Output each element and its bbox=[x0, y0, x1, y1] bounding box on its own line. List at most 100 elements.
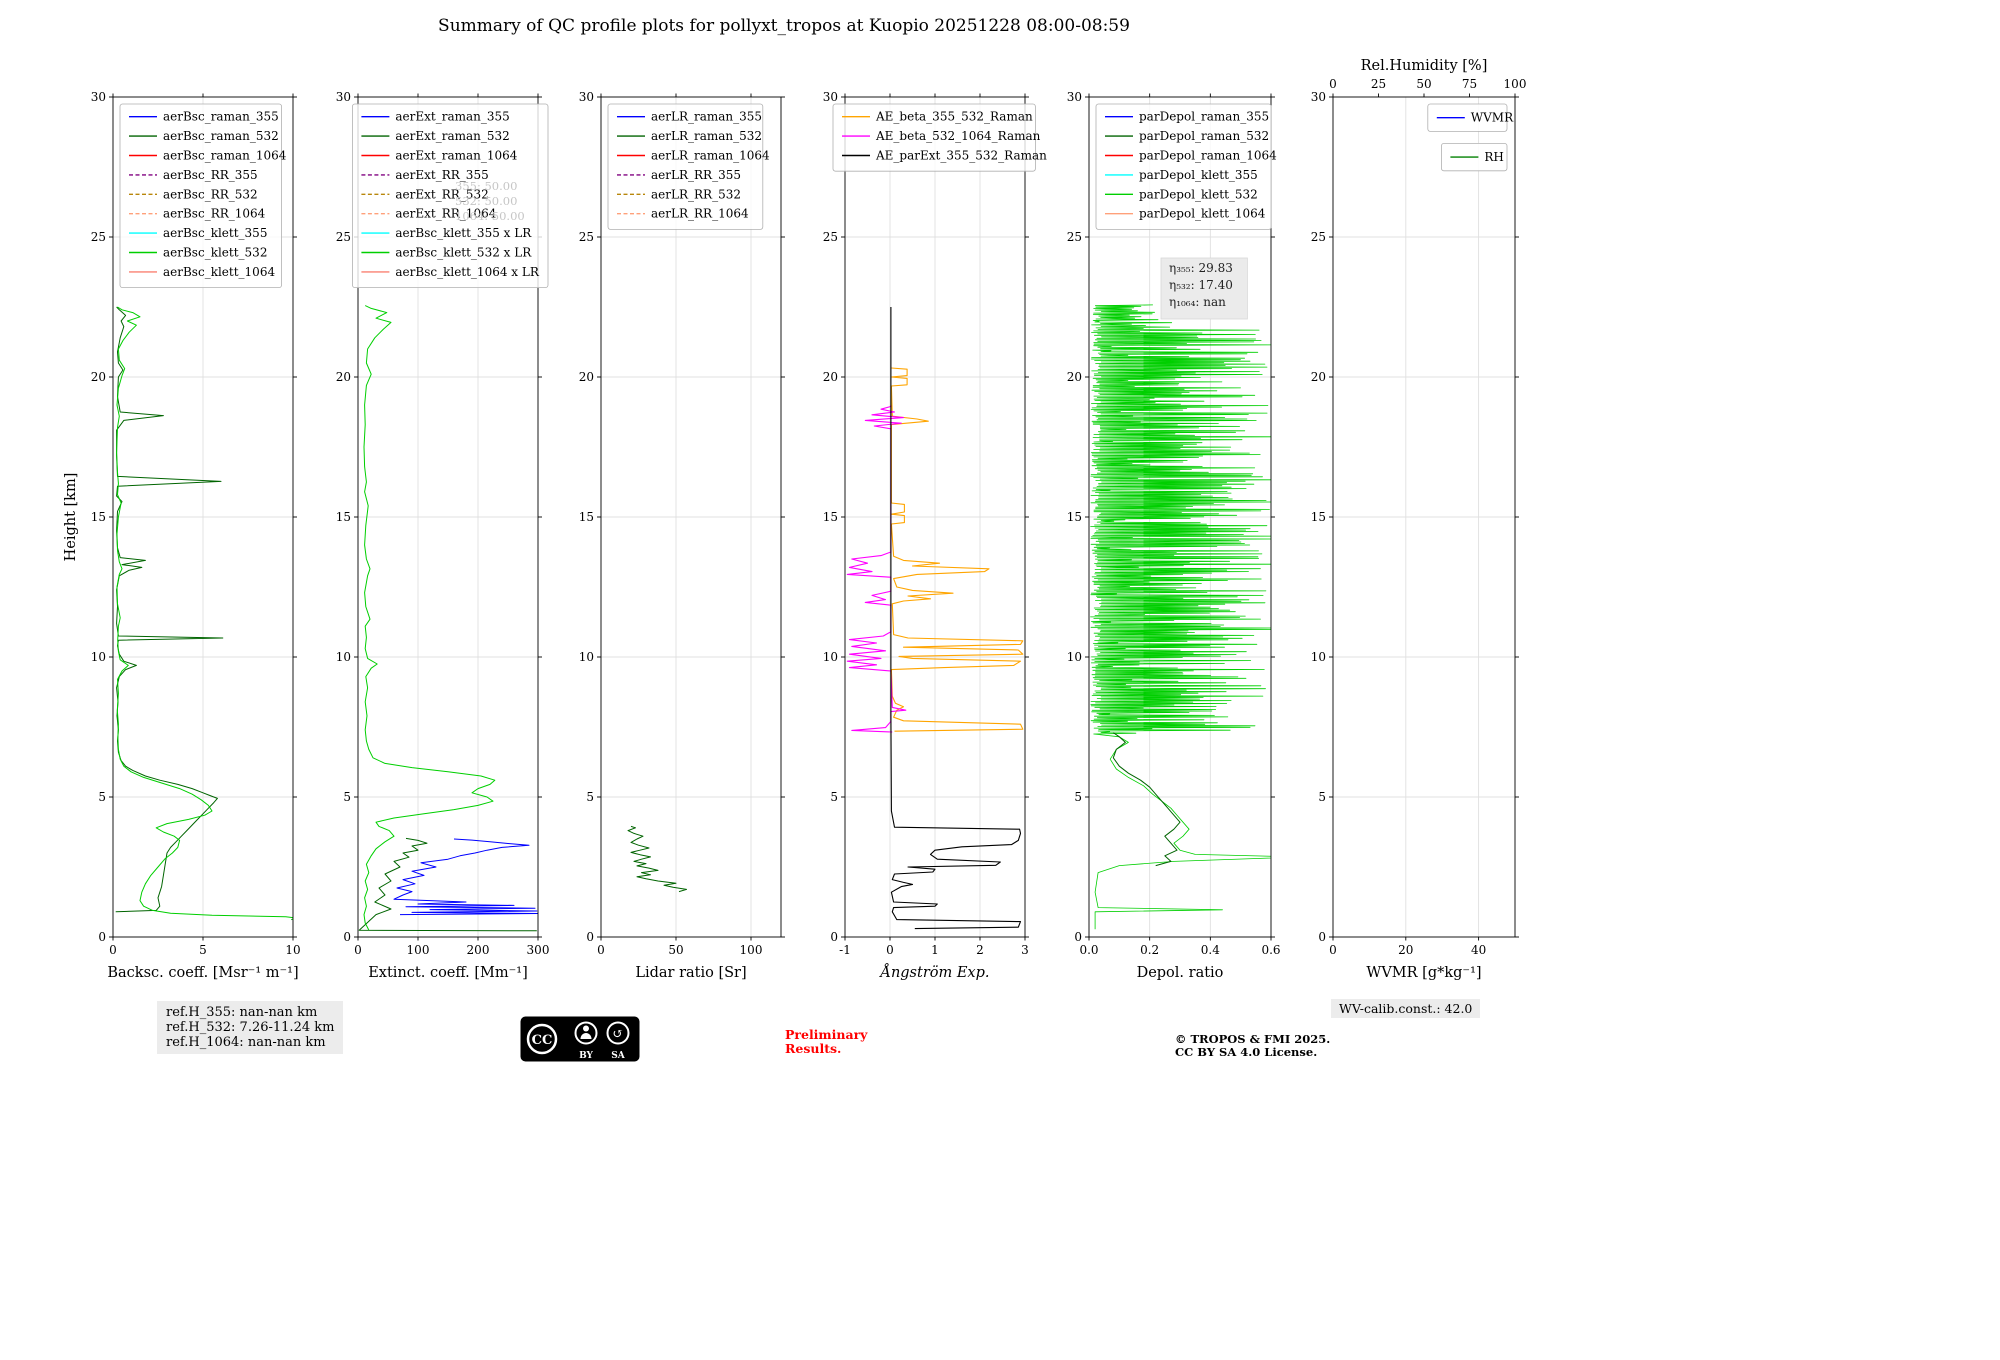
svg-text:aerBsc_klett_355 x LR: aerBsc_klett_355 x LR bbox=[395, 226, 532, 240]
svg-text:3: 3 bbox=[1021, 943, 1029, 957]
svg-text:aerBsc_klett_355: aerBsc_klett_355 bbox=[163, 226, 267, 240]
svg-text:25: 25 bbox=[1311, 230, 1326, 244]
svg-text:15: 15 bbox=[823, 510, 838, 524]
svg-text:1064: 50.00: 1064: 50.00 bbox=[455, 209, 525, 223]
svg-text:0: 0 bbox=[830, 930, 838, 944]
svg-text:25: 25 bbox=[336, 230, 351, 244]
svg-text:parDepol_klett_1064: parDepol_klett_1064 bbox=[1139, 207, 1266, 221]
svg-text:η₁₀₆₄: nan: η₁₀₆₄: nan bbox=[1169, 295, 1226, 309]
panel-lidar-ratio: 0 50 100 0 5 10 15 20 25 30 Lidar ratio [Sr] aerLR_… bbox=[579, 90, 785, 981]
series-AE_beta_532_1064_Raman bbox=[846, 405, 907, 733]
series-aerBsc_klett_532 bbox=[116, 306, 293, 921]
svg-text:0: 0 bbox=[597, 943, 605, 957]
svg-text:20: 20 bbox=[336, 370, 351, 384]
series-parDepol_raman_532 bbox=[1112, 732, 1181, 867]
svg-text:20: 20 bbox=[579, 370, 594, 384]
svg-text:RH: RH bbox=[1484, 150, 1504, 164]
svg-text:10: 10 bbox=[823, 650, 838, 664]
svg-text:200: 200 bbox=[467, 943, 490, 957]
svg-text:25: 25 bbox=[579, 230, 594, 244]
svg-text:aerExt_RR_355: aerExt_RR_355 bbox=[395, 168, 488, 182]
svg-text:0: 0 bbox=[586, 930, 594, 944]
svg-text:50: 50 bbox=[668, 943, 683, 957]
series-aerExt_raman_532 bbox=[358, 837, 537, 932]
sa-circle bbox=[606, 1021, 630, 1045]
svg-text:parDepol_klett_532: parDepol_klett_532 bbox=[1139, 187, 1258, 201]
svg-text:aerLR_raman_355: aerLR_raman_355 bbox=[651, 110, 762, 124]
svg-text:Backsc. coeff. [Msr⁻¹ m⁻¹]: Backsc. coeff. [Msr⁻¹ m⁻¹] bbox=[107, 965, 298, 981]
sa-label: SA bbox=[611, 1051, 625, 1061]
svg-text:100: 100 bbox=[407, 943, 430, 957]
cc-logo-icon: CC bbox=[532, 1033, 553, 1048]
svg-text:75: 75 bbox=[1462, 77, 1477, 91]
svg-text:aerLR_raman_532: aerLR_raman_532 bbox=[651, 129, 762, 143]
svg-text:aerBsc_RR_532: aerBsc_RR_532 bbox=[163, 187, 258, 201]
svg-text:aerBsc_klett_532 x LR: aerBsc_klett_532 x LR bbox=[395, 246, 532, 260]
svg-text:-1: -1 bbox=[839, 943, 851, 957]
svg-text:5: 5 bbox=[199, 943, 207, 957]
by-label: BY bbox=[579, 1051, 593, 1061]
cc-license-badge: CC BY ↺ SA bbox=[520, 1016, 640, 1066]
svg-text:0.6: 0.6 bbox=[1261, 943, 1280, 957]
legend-extinction: aerExt_raman_355 aerExt_raman_532 aerExt_r… bbox=[351, 103, 549, 289]
svg-text:aerLR_RR_355: aerLR_RR_355 bbox=[651, 168, 741, 182]
svg-text:AE_beta_355_532_Raman: AE_beta_355_532_Raman bbox=[875, 110, 1033, 124]
svg-text:parDepol_klett_355: parDepol_klett_355 bbox=[1139, 168, 1258, 182]
svg-text:0: 0 bbox=[98, 930, 106, 944]
svg-text:η₃₅₅: 29.83: η₃₅₅: 29.83 bbox=[1169, 261, 1233, 275]
svg-text:532: 50.00: 532: 50.00 bbox=[455, 194, 517, 208]
svg-text:AE_parExt_355_532_Raman: AE_parExt_355_532_Raman bbox=[875, 149, 1047, 163]
svg-text:parDepol_raman_532: parDepol_raman_532 bbox=[1139, 129, 1269, 143]
svg-text:0: 0 bbox=[343, 930, 351, 944]
svg-text:aerBsc_klett_532: aerBsc_klett_532 bbox=[163, 246, 267, 260]
person-icon bbox=[583, 1025, 589, 1032]
copyright-line-1: © TROPOS & FMI 2025. bbox=[1175, 1032, 1331, 1046]
legend-backscatter: aerBsc_raman_355 aerBsc_raman_532 aerBsc_r… bbox=[119, 103, 287, 289]
reference-height-box: ref.H_355: nan-nan km ref.H_532: 7.26-11… bbox=[157, 1001, 344, 1054]
svg-text:η₅₃₂: 17.40: η₅₃₂: 17.40 bbox=[1169, 278, 1233, 292]
series-AE_parExt_355_532_Raman bbox=[890, 307, 1022, 930]
svg-text:0: 0 bbox=[354, 943, 362, 957]
svg-text:40: 40 bbox=[1471, 943, 1486, 957]
svg-text:WVMR [g*kg⁻¹]: WVMR [g*kg⁻¹] bbox=[1366, 965, 1481, 981]
svg-text:AE_beta_532_1064_Raman: AE_beta_532_1064_Raman bbox=[875, 129, 1041, 143]
svg-text:355: 50.00: 355: 50.00 bbox=[455, 179, 517, 193]
svg-text:aerBsc_klett_1064 x LR: aerBsc_klett_1064 x LR bbox=[395, 265, 539, 279]
svg-text:0: 0 bbox=[1329, 77, 1337, 91]
svg-text:aerExt_RR_1064: aerExt_RR_1064 bbox=[395, 207, 496, 221]
svg-text:15: 15 bbox=[1067, 510, 1082, 524]
svg-text:5: 5 bbox=[1318, 790, 1326, 804]
series-aerLR_raman_532 bbox=[627, 825, 687, 893]
svg-text:10: 10 bbox=[579, 650, 594, 664]
svg-text:10: 10 bbox=[285, 943, 300, 957]
copyright-note: © TROPOS & FMI 2025. CC BY SA 4.0 Licens… bbox=[1175, 1033, 1330, 1059]
series-AE_beta_355_532_Raman bbox=[890, 367, 1024, 732]
svg-text:aerBsc_raman_1064: aerBsc_raman_1064 bbox=[163, 149, 287, 163]
svg-text:0.0: 0.0 bbox=[1079, 943, 1098, 957]
legend-WVMR: WVMR bbox=[1427, 103, 1514, 132]
svg-text:20: 20 bbox=[1067, 370, 1082, 384]
svg-text:aerExt_raman_1064: aerExt_raman_1064 bbox=[395, 149, 517, 163]
svg-text:aerBsc_raman_355: aerBsc_raman_355 bbox=[163, 110, 279, 124]
svg-text:5: 5 bbox=[343, 790, 351, 804]
preliminary-note: Preliminary Results. bbox=[785, 1028, 867, 1056]
svg-text:0: 0 bbox=[1329, 943, 1337, 957]
svg-text:Extinct. coeff. [Mm⁻¹]: Extinct. coeff. [Mm⁻¹] bbox=[368, 965, 528, 981]
svg-text:100: 100 bbox=[1504, 77, 1527, 91]
svg-text:30: 30 bbox=[823, 90, 838, 104]
svg-text:aerLR_RR_1064: aerLR_RR_1064 bbox=[651, 207, 749, 221]
svg-text:15: 15 bbox=[91, 510, 106, 524]
svg-text:30: 30 bbox=[579, 90, 594, 104]
svg-text:10: 10 bbox=[1067, 650, 1082, 664]
svg-text:aerExt_RR_532: aerExt_RR_532 bbox=[395, 187, 488, 201]
svg-text:20: 20 bbox=[91, 370, 106, 384]
svg-text:30: 30 bbox=[1311, 90, 1326, 104]
svg-text:aerExt_raman_532: aerExt_raman_532 bbox=[395, 129, 509, 143]
panel-extinction: 0 100 200 300 0 5 10 15 20 25 30 Extinct. coeff. [M… bbox=[336, 90, 550, 981]
page-title: Summary of QC profile plots for pollyxt_… bbox=[438, 16, 1130, 36]
legend-RH: RH bbox=[1441, 142, 1508, 172]
legend-depol-ratio: parDepol_raman_355 parDepol_raman_532 parD… bbox=[1095, 103, 1277, 230]
